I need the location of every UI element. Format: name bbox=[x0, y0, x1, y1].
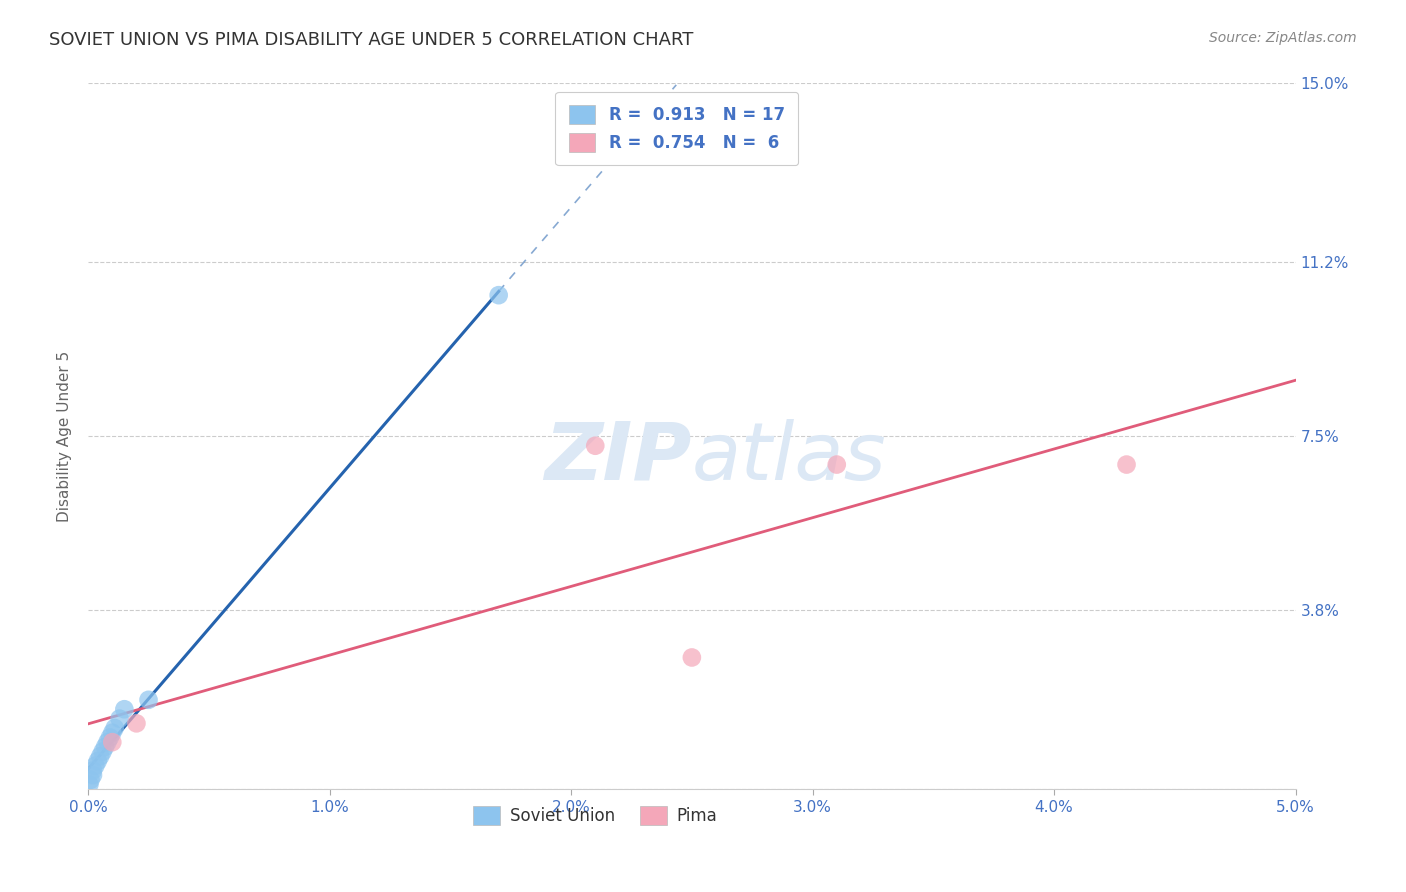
Legend: Soviet Union, Pima: Soviet Union, Pima bbox=[465, 798, 725, 834]
Point bbox=[104, 721, 127, 735]
Y-axis label: Disability Age Under 5: Disability Age Under 5 bbox=[58, 351, 72, 522]
Point bbox=[681, 650, 703, 665]
Point bbox=[89, 749, 111, 764]
Point bbox=[84, 758, 107, 772]
Point bbox=[108, 712, 131, 726]
Point bbox=[583, 439, 606, 453]
Point bbox=[82, 764, 104, 778]
Point bbox=[79, 778, 101, 792]
Point bbox=[138, 693, 160, 707]
Text: atlas: atlas bbox=[692, 418, 887, 497]
Point bbox=[488, 288, 510, 302]
Point bbox=[112, 702, 135, 716]
Text: SOVIET UNION VS PIMA DISABILITY AGE UNDER 5 CORRELATION CHART: SOVIET UNION VS PIMA DISABILITY AGE UNDE… bbox=[49, 31, 693, 49]
Text: Source: ZipAtlas.com: Source: ZipAtlas.com bbox=[1209, 31, 1357, 45]
Point bbox=[1115, 458, 1137, 472]
Point bbox=[101, 725, 124, 739]
Point bbox=[91, 745, 114, 759]
Text: ZIP: ZIP bbox=[544, 418, 692, 497]
Point bbox=[79, 772, 101, 787]
Point bbox=[96, 735, 118, 749]
Point bbox=[825, 458, 848, 472]
Point bbox=[125, 716, 148, 731]
Point bbox=[87, 754, 110, 768]
Point bbox=[82, 768, 104, 782]
Point bbox=[101, 735, 124, 749]
Point bbox=[98, 731, 121, 745]
Point bbox=[94, 739, 117, 754]
